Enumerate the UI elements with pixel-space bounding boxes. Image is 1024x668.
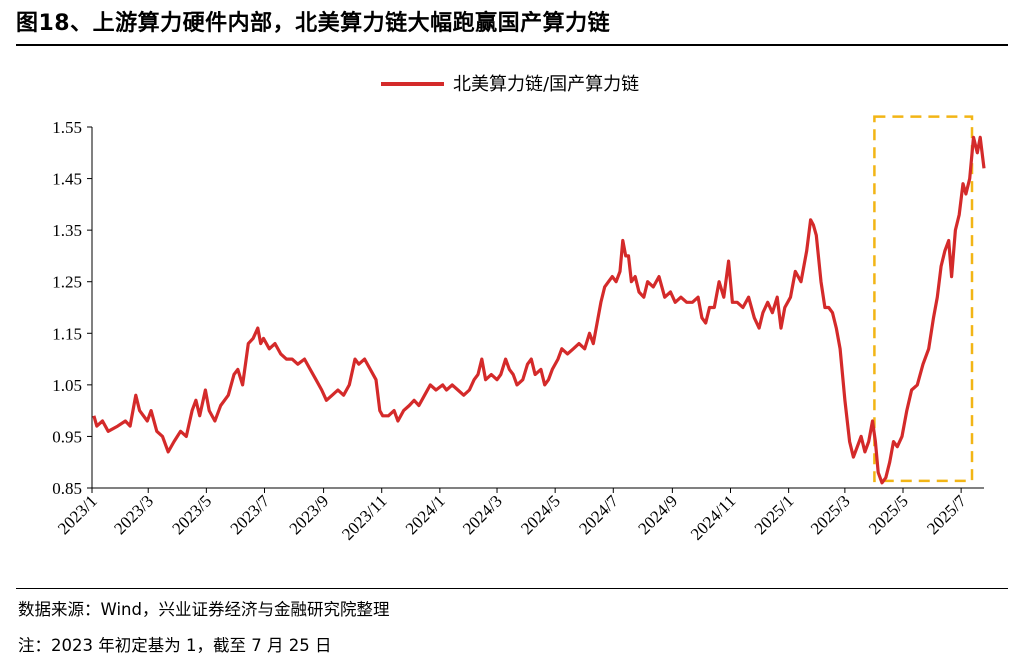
x-tick-label: 2024/5: [517, 491, 564, 538]
line-chart: 北美算力链/国产算力链 0.85 0.95 1.05 1.15 1.25 1.35 1.45…: [52, 74, 986, 544]
y-tick-label: 1.35: [52, 221, 82, 240]
y-tick-label: 1.45: [52, 170, 82, 189]
chart-legend: 北美算力链/国产算力链: [381, 74, 639, 95]
x-tick-label: 2023/1: [54, 491, 101, 538]
x-tick-label: 2024/3: [459, 491, 506, 538]
footer-divider: [16, 588, 1008, 589]
figure-title: 图18、上游算力硬件内部，北美算力链大幅跑赢国产算力链: [16, 11, 611, 36]
legend-label: 北美算力链/国产算力链: [453, 74, 639, 95]
y-tick-label: 0.85: [52, 479, 82, 498]
y-tick-label: 1.05: [52, 376, 82, 395]
x-tick-label: 2024/11: [687, 491, 739, 543]
x-axis: 2023/1 2023/3 2023/5 2023/7 2023/9 2023/11 202…: [54, 487, 984, 544]
y-tick-label: 1.15: [52, 324, 82, 343]
y-axis: 0.85 0.95 1.05 1.15 1.25 1.35 1.45 1.55: [52, 118, 93, 498]
x-tick-label: 2023/9: [286, 491, 333, 538]
series-line: [92, 135, 986, 485]
x-tick-label: 2024/1: [402, 491, 449, 538]
y-tick-label: 1.55: [52, 118, 82, 137]
source-note: 数据来源：Wind，兴业证券经济与金融研究院整理: [18, 600, 390, 619]
x-tick-label: 2025/7: [923, 491, 970, 538]
title-divider: [16, 44, 1008, 46]
x-tick-label: 2024/7: [575, 491, 622, 538]
x-tick-label: 2023/5: [168, 491, 215, 538]
base-note: 注：2023 年初定基为 1，截至 7 月 25 日: [18, 636, 332, 655]
x-tick-label: 2025/5: [865, 491, 912, 538]
x-tick-label: 2024/9: [634, 491, 681, 538]
x-tick-label: 2025/1: [751, 491, 798, 538]
x-tick-label: 2023/11: [338, 491, 390, 543]
x-tick-label: 2023/3: [110, 491, 157, 538]
highlight-box: [873, 115, 974, 483]
x-tick-label: 2025/3: [807, 491, 854, 538]
y-tick-label: 0.95: [52, 427, 82, 446]
y-tick-label: 1.25: [52, 273, 82, 292]
x-tick-label: 2023/7: [226, 491, 273, 538]
